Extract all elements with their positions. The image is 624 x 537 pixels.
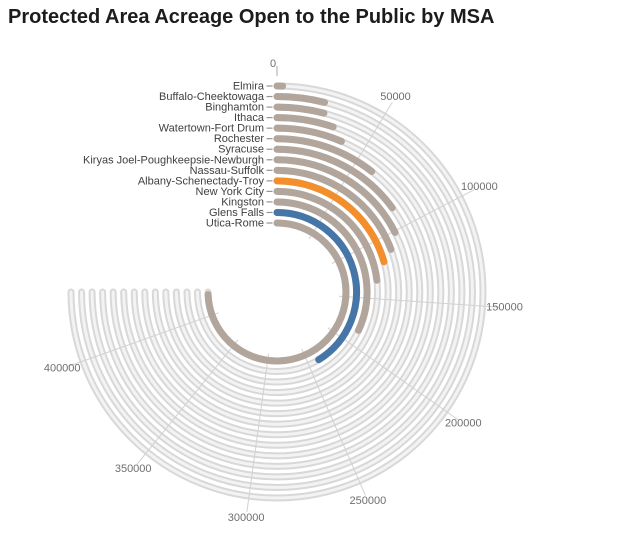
gridline-300000 xyxy=(246,353,270,512)
category-label-kingston[interactable]: Kingston xyxy=(221,196,264,208)
chart-title: Protected Area Acreage Open to the Publi… xyxy=(8,6,495,28)
category-label-kiryas-joel-poughkeepsie-newburgh[interactable]: Kiryas Joel-Poughkeepsie-Newburgh xyxy=(83,154,264,166)
axis-tick-label-100000: 100000 xyxy=(461,181,498,193)
track-core-binghamton xyxy=(90,105,464,479)
axis-tick-label-350000: 350000 xyxy=(115,463,152,475)
bar-arc-utica-rome[interactable] xyxy=(204,219,350,365)
gridline-400000 xyxy=(67,312,219,367)
bar-arc-kingston[interactable] xyxy=(273,198,371,334)
category-label-new-york-city[interactable]: New York City xyxy=(196,186,265,198)
category-label-binghamton[interactable]: Binghamton xyxy=(205,102,264,114)
bar-arc-syracuse[interactable] xyxy=(273,145,396,212)
track-core-ithaca xyxy=(101,116,453,468)
bar-arc-binghamton[interactable] xyxy=(273,103,328,117)
category-label-utica-rome[interactable]: Utica-Rome xyxy=(206,218,264,230)
axis-tick-label-250000: 250000 xyxy=(350,495,387,507)
axis-tick-label-150000: 150000 xyxy=(486,301,523,313)
gridline-350000 xyxy=(136,339,239,465)
bar-arc-ithaca[interactable] xyxy=(273,114,337,131)
axis-tick-label-0: 0 xyxy=(270,58,276,70)
bar-arc-rochester[interactable] xyxy=(273,135,376,175)
gridline-200000 xyxy=(327,327,459,421)
track-core-watertown-fort-drum xyxy=(111,126,443,458)
axis-tick-label-400000: 400000 xyxy=(44,362,81,374)
category-label-albany-schenectady-troy[interactable]: Albany-Schenectady-Troy xyxy=(138,175,265,187)
category-label-buffalo-cheektowaga[interactable]: Buffalo-Cheektowaga xyxy=(159,91,265,103)
track-core-rochester xyxy=(122,137,432,447)
track-core-elmira xyxy=(69,84,485,500)
gridline-250000 xyxy=(301,348,366,496)
bar-arc-albany-schenectady-troy[interactable] xyxy=(273,177,388,266)
bar-arc-nassau-suffolk[interactable] xyxy=(273,166,395,253)
track-core-buffalo-cheektowaga xyxy=(80,95,474,489)
category-label-elmira[interactable]: Elmira xyxy=(233,81,265,93)
bar-arc-buffalo-cheektowaga[interactable] xyxy=(273,93,329,106)
axis-tick-label-50000: 50000 xyxy=(380,91,411,103)
axis-tick-label-200000: 200000 xyxy=(445,417,482,429)
bar-arc-kiryas-joel-poughkeepsie-newburgh[interactable] xyxy=(273,156,399,236)
category-label-rochester[interactable]: Rochester xyxy=(214,133,264,145)
category-label-syracuse[interactable]: Syracuse xyxy=(218,144,264,156)
category-label-glens-falls[interactable]: Glens Falls xyxy=(209,207,265,219)
axis-tick-label-300000: 300000 xyxy=(228,512,265,524)
category-label-ithaca[interactable]: Ithaca xyxy=(234,112,265,124)
bar-arc-watertown-fort-drum[interactable] xyxy=(273,124,345,145)
bar-arc-glens-falls[interactable] xyxy=(273,208,361,364)
category-label-watertown-fort-drum[interactable]: Watertown-Fort Drum xyxy=(159,123,264,135)
bar-arc-new-york-city[interactable] xyxy=(273,187,381,284)
category-label-nassau-suffolk[interactable]: Nassau-Suffolk xyxy=(190,165,265,177)
